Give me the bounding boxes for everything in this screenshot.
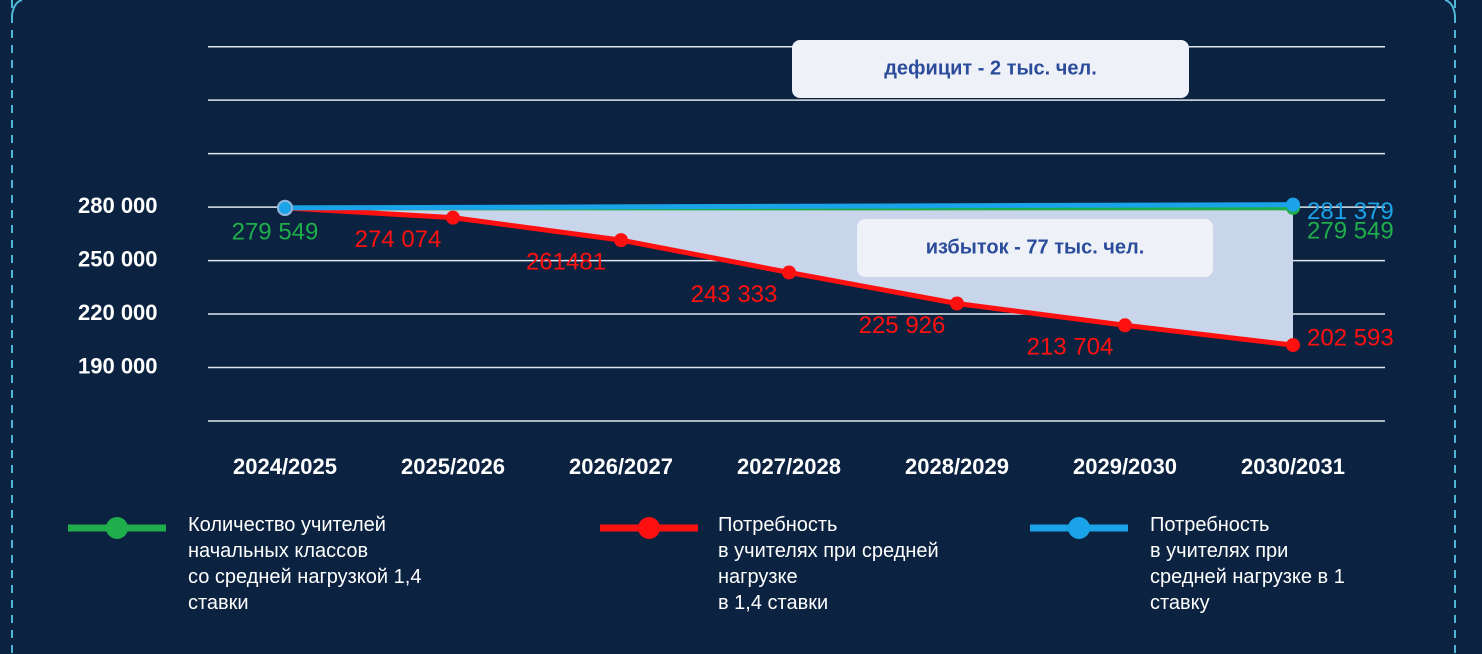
legend-label: Потребность в учителях при средней нагру… (1150, 514, 1345, 614)
series-line (284, 202, 1294, 211)
point (614, 233, 628, 248)
annotation-box (792, 40, 1189, 98)
point (277, 199, 293, 216)
point (1286, 197, 1300, 212)
legend-symbol (68, 517, 166, 539)
data-label: 243 333 (691, 281, 778, 308)
data-label: 274 074 (355, 226, 442, 253)
data-label: 279 549 (232, 218, 319, 245)
data-label: 225 926 (859, 312, 946, 339)
data-label: 261481 (526, 248, 606, 275)
point (950, 296, 964, 311)
x-tick-label: 2024/2025 (233, 454, 337, 479)
legend-symbol (1030, 517, 1128, 539)
x-tick-label: 2030/2031 (1241, 454, 1345, 479)
legend-symbol (600, 517, 698, 539)
data-label: 202 593 (1307, 324, 1394, 351)
legend-dot (106, 517, 128, 539)
legend-dot (638, 517, 660, 539)
x-tick-label: 2026/2027 (569, 454, 673, 479)
point (1286, 338, 1300, 353)
point (1118, 318, 1132, 333)
y-tick-label: 220 000 (78, 300, 158, 325)
x-tick-label: 2028/2029 (905, 454, 1009, 479)
annotation: избыток - 77 тыс. чел. (926, 236, 1145, 258)
data-label: 279 549 (1307, 217, 1394, 244)
y-tick-label: 250 000 (78, 246, 158, 271)
frame-corner (11, 0, 23, 16)
x-tick-label: 2025/2026 (401, 454, 505, 479)
x-tick-label: 2027/2028 (737, 454, 841, 479)
y-tick-label: 190 000 (78, 353, 158, 378)
annotation: дефицит - 2 тыс. чел. (884, 57, 1097, 79)
point (446, 210, 460, 225)
data-label: 281 379 (1307, 198, 1394, 225)
x-tick-label: 2029/2030 (1073, 454, 1177, 479)
legend-dot (1068, 517, 1090, 539)
frame-corner (1444, 0, 1456, 16)
legend-label: Количество учителей начальных классов со… (188, 514, 422, 614)
annotation-box (857, 219, 1213, 277)
data-label: 213 704 (1027, 334, 1114, 361)
y-tick-label: 280 000 (78, 193, 158, 218)
point (782, 265, 796, 280)
legend-label: Потребность в учителях при средней нагру… (718, 514, 939, 614)
